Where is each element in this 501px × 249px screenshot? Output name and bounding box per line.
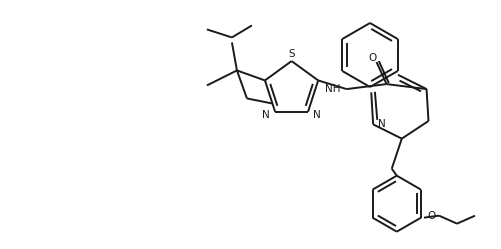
Text: N: N — [313, 110, 320, 120]
Text: NH: NH — [325, 84, 340, 94]
Text: N: N — [262, 110, 270, 120]
Text: N: N — [377, 119, 385, 129]
Text: O: O — [368, 53, 376, 63]
Text: S: S — [288, 49, 294, 59]
Text: O: O — [426, 211, 434, 221]
